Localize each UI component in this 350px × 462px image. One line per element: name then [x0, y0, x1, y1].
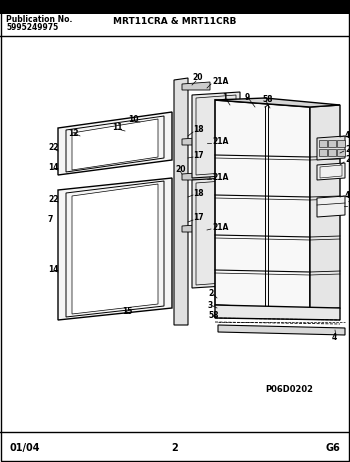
Text: 14: 14: [48, 266, 58, 274]
Text: 4: 4: [332, 334, 337, 342]
Text: 12: 12: [68, 128, 78, 138]
Text: 3: 3: [208, 300, 213, 310]
Text: 11: 11: [112, 123, 122, 133]
Polygon shape: [58, 112, 172, 175]
Text: 21A: 21A: [212, 138, 228, 146]
Text: 21A: 21A: [212, 174, 228, 182]
Polygon shape: [215, 98, 340, 107]
Text: 15: 15: [122, 308, 132, 316]
Text: 1: 1: [222, 92, 227, 102]
Text: 17: 17: [193, 151, 204, 159]
Polygon shape: [192, 177, 240, 288]
Polygon shape: [174, 78, 188, 325]
Text: 5995249975: 5995249975: [6, 24, 58, 32]
Text: 17: 17: [193, 213, 204, 223]
Text: 25: 25: [345, 156, 350, 164]
Text: 2: 2: [172, 443, 178, 453]
Text: 21A: 21A: [212, 224, 228, 232]
Text: 22: 22: [48, 195, 58, 205]
Text: 21A: 21A: [212, 78, 228, 86]
Polygon shape: [58, 178, 172, 320]
Polygon shape: [310, 105, 340, 310]
Polygon shape: [215, 305, 340, 320]
Polygon shape: [218, 325, 345, 335]
Text: 58: 58: [262, 95, 273, 103]
Polygon shape: [182, 172, 210, 180]
Text: G6: G6: [325, 443, 340, 453]
Text: 01/04: 01/04: [10, 443, 41, 453]
Text: 18: 18: [193, 126, 204, 134]
Bar: [328, 149, 336, 156]
Bar: [319, 140, 327, 147]
Polygon shape: [317, 163, 345, 180]
Text: 22: 22: [48, 144, 58, 152]
Text: 10: 10: [128, 116, 139, 124]
Bar: [0, 0, 350, 14]
Text: 20: 20: [192, 73, 203, 83]
Text: 9: 9: [245, 92, 250, 102]
Bar: [337, 140, 345, 147]
Bar: [319, 149, 327, 156]
Text: 7: 7: [348, 201, 350, 211]
Polygon shape: [215, 100, 310, 310]
Text: 58: 58: [208, 310, 218, 320]
Text: 20: 20: [175, 165, 186, 175]
Polygon shape: [182, 82, 210, 90]
Polygon shape: [182, 137, 210, 145]
Text: 26: 26: [345, 146, 350, 154]
Polygon shape: [317, 196, 345, 217]
Text: 18: 18: [193, 188, 204, 197]
Polygon shape: [72, 119, 158, 170]
Bar: [337, 149, 345, 156]
Text: 14: 14: [48, 164, 58, 172]
Text: 7: 7: [48, 215, 53, 225]
Text: 4: 4: [345, 190, 350, 200]
Bar: [328, 140, 336, 147]
Polygon shape: [317, 136, 345, 160]
Text: MRT11CRA & MRT11CRB: MRT11CRA & MRT11CRB: [113, 18, 237, 26]
Polygon shape: [182, 224, 210, 232]
Text: 4: 4: [345, 132, 350, 140]
Text: P06D0202: P06D0202: [265, 385, 313, 395]
Text: 2: 2: [208, 288, 213, 298]
Text: Publication No.: Publication No.: [6, 16, 72, 24]
Polygon shape: [72, 184, 158, 314]
Polygon shape: [192, 92, 240, 178]
